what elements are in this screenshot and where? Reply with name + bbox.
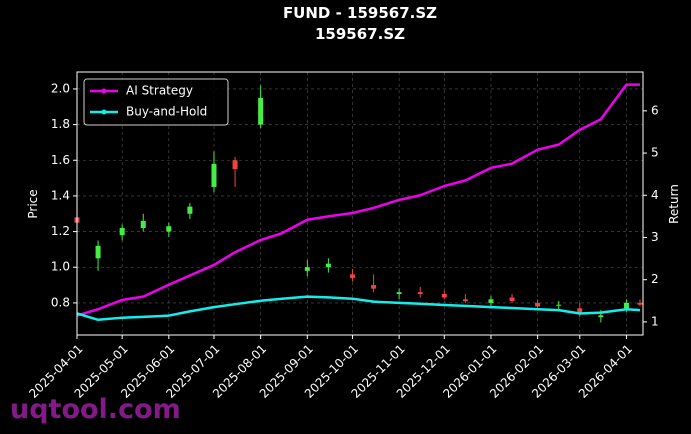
- y-axis-label: Price: [26, 189, 40, 218]
- candle-body: [325, 263, 331, 268]
- chart-subtitle: 159567.SZ: [315, 25, 405, 43]
- candle: [211, 151, 217, 193]
- y-tick-label: 1.0: [51, 260, 70, 274]
- y2-tick-label: 2: [651, 272, 659, 286]
- chart-title: FUND - 159567.SZ: [283, 4, 437, 22]
- candle: [187, 203, 193, 220]
- candle: [417, 286, 423, 298]
- candle: [441, 290, 447, 300]
- candle: [349, 269, 355, 282]
- candle-body: [140, 220, 146, 229]
- candle-body: [598, 315, 604, 318]
- candle-body: [535, 302, 541, 307]
- candle: [166, 222, 172, 237]
- legend-label: AI Strategy: [126, 84, 193, 98]
- plot-frame: [76, 71, 644, 336]
- y2-axis-label: Return: [667, 184, 681, 224]
- candle-body: [166, 226, 172, 232]
- y2-tick-label: 4: [651, 188, 659, 202]
- y2-tick-label: 5: [651, 146, 659, 160]
- line-series: [76, 83, 640, 317]
- candle-body: [304, 267, 310, 271]
- candle-body: [637, 302, 643, 305]
- candle: [140, 213, 146, 232]
- candle: [371, 274, 377, 293]
- candle: [304, 260, 310, 277]
- candle: [396, 288, 402, 300]
- y2-tick-label: 3: [651, 230, 659, 244]
- candle: [232, 156, 238, 188]
- line-series: [76, 295, 641, 322]
- candle-body: [349, 274, 355, 278]
- legend-label: Buy-and-Hold: [126, 105, 207, 119]
- candle-body: [95, 245, 101, 259]
- y2-tick-label: 6: [651, 103, 659, 117]
- y-tick-label: 1.2: [51, 224, 70, 238]
- watermark: uqtool.com: [10, 394, 181, 425]
- candle-body: [371, 285, 377, 289]
- candle-body: [462, 299, 468, 302]
- candle: [488, 295, 494, 307]
- candle-body: [417, 292, 423, 294]
- candle-body: [556, 304, 562, 306]
- y2-tick-label: 1: [651, 314, 659, 328]
- y-tick-label: 1.4: [51, 188, 70, 202]
- y-tick-label: 2.0: [51, 81, 70, 95]
- candle: [325, 258, 331, 273]
- candle: [577, 302, 583, 318]
- candle-body: [441, 293, 447, 298]
- candle-body: [488, 299, 494, 303]
- y-tick-label: 1.6: [51, 153, 70, 167]
- candle-body: [211, 163, 217, 188]
- candle-body: [258, 97, 264, 125]
- candle-body: [577, 308, 583, 314]
- candle: [509, 293, 515, 303]
- candle: [95, 240, 101, 271]
- candle: [462, 293, 468, 303]
- candle: [258, 85, 264, 129]
- candle-body: [396, 292, 402, 294]
- y-tick-label: 1.8: [51, 117, 70, 131]
- candle-body: [623, 302, 629, 309]
- legend-box: [83, 78, 229, 126]
- candle: [119, 224, 125, 241]
- candle: [637, 299, 643, 307]
- candle: [556, 301, 562, 311]
- legend-marker: [101, 88, 107, 94]
- legend-marker: [101, 109, 107, 115]
- candle-body: [232, 160, 238, 170]
- candle-body: [509, 297, 515, 302]
- y-tick-label: 0.8: [51, 295, 70, 309]
- candle-body: [119, 228, 125, 236]
- candle-body: [187, 206, 193, 214]
